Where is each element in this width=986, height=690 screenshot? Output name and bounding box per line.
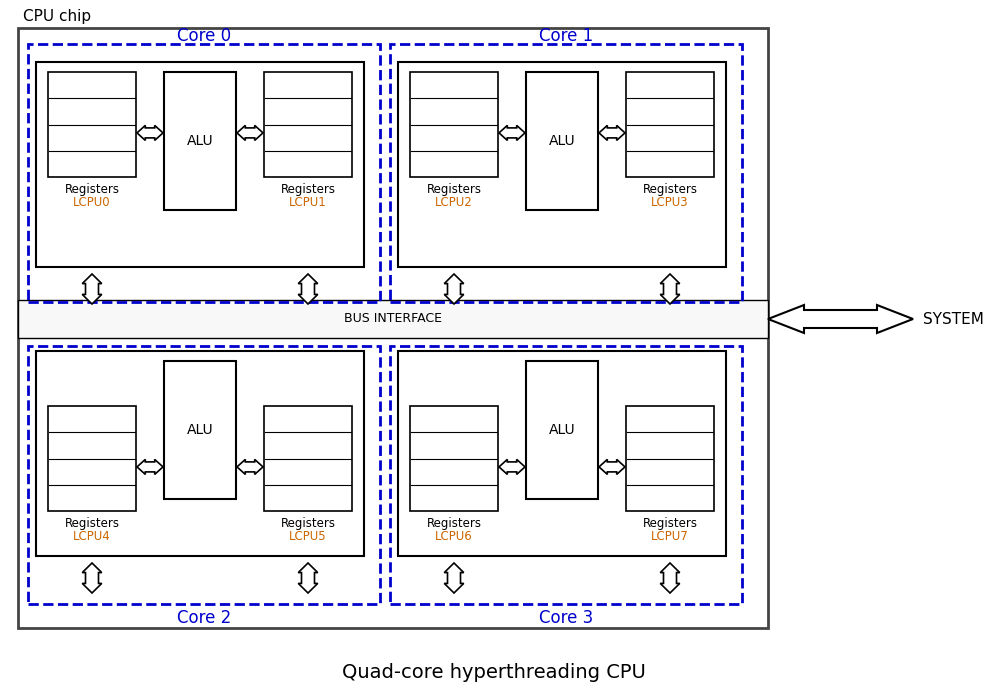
Bar — [526, 72, 598, 210]
Polygon shape — [767, 305, 912, 333]
Text: LCPU4: LCPU4 — [73, 529, 110, 542]
Text: ALU: ALU — [548, 134, 575, 148]
Bar — [28, 44, 380, 302]
Bar — [18, 28, 767, 628]
Bar — [389, 346, 741, 604]
Text: Registers: Registers — [426, 517, 481, 529]
Text: LCPU5: LCPU5 — [289, 529, 326, 542]
Bar — [48, 406, 136, 511]
Text: Core 2: Core 2 — [176, 609, 231, 627]
Text: CPU chip: CPU chip — [23, 8, 91, 23]
Polygon shape — [82, 274, 102, 304]
Polygon shape — [660, 274, 679, 304]
Bar — [409, 72, 498, 177]
Bar — [164, 361, 236, 499]
Text: Core 3: Core 3 — [538, 609, 593, 627]
Polygon shape — [137, 126, 163, 140]
Text: LCPU0: LCPU0 — [73, 195, 110, 208]
Polygon shape — [444, 274, 463, 304]
Text: Registers: Registers — [426, 182, 481, 195]
Bar — [48, 72, 136, 177]
Text: Registers: Registers — [642, 517, 697, 529]
Polygon shape — [137, 460, 163, 475]
Text: Registers: Registers — [64, 182, 119, 195]
Bar — [263, 72, 352, 177]
Bar — [526, 361, 598, 499]
Bar — [397, 351, 726, 556]
Bar — [18, 300, 767, 338]
Text: ALU: ALU — [186, 423, 213, 437]
Bar — [397, 62, 726, 267]
Bar — [263, 406, 352, 511]
Polygon shape — [499, 460, 525, 475]
Bar — [35, 62, 364, 267]
Text: LCPU7: LCPU7 — [651, 529, 688, 542]
Bar — [164, 72, 236, 210]
Text: Registers: Registers — [280, 182, 335, 195]
Text: SYSTEM BUS: SYSTEM BUS — [922, 311, 986, 326]
Text: LCPU2: LCPU2 — [435, 195, 472, 208]
Text: Registers: Registers — [64, 517, 119, 529]
Text: ALU: ALU — [548, 423, 575, 437]
Text: LCPU1: LCPU1 — [289, 195, 326, 208]
Text: LCPU6: LCPU6 — [435, 529, 472, 542]
Polygon shape — [237, 460, 262, 475]
Polygon shape — [298, 563, 317, 593]
Bar — [409, 406, 498, 511]
Text: Core 1: Core 1 — [538, 27, 593, 45]
Polygon shape — [444, 563, 463, 593]
Polygon shape — [499, 126, 525, 140]
Polygon shape — [237, 126, 262, 140]
Text: BUS INTERFACE: BUS INTERFACE — [344, 313, 442, 326]
Polygon shape — [82, 563, 102, 593]
Text: Registers: Registers — [280, 517, 335, 529]
Text: Quad-core hyperthreading CPU: Quad-core hyperthreading CPU — [341, 662, 645, 682]
Bar — [625, 72, 713, 177]
Text: ALU: ALU — [186, 134, 213, 148]
Text: Registers: Registers — [642, 182, 697, 195]
Polygon shape — [599, 460, 624, 475]
Bar — [35, 351, 364, 556]
Text: Core 0: Core 0 — [176, 27, 231, 45]
Bar — [625, 406, 713, 511]
Polygon shape — [660, 563, 679, 593]
Polygon shape — [298, 274, 317, 304]
Polygon shape — [599, 126, 624, 140]
Text: LCPU3: LCPU3 — [651, 195, 688, 208]
Bar — [28, 346, 380, 604]
Bar — [389, 44, 741, 302]
